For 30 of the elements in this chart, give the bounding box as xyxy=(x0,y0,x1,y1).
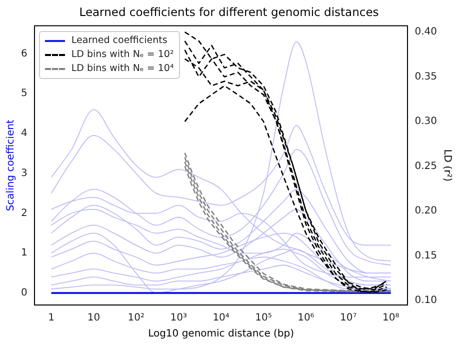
legend-label: LD bins with Nₑ = 10² xyxy=(71,49,174,60)
y2-axis-title: LD (r²) xyxy=(441,149,452,182)
y-tick-label: 3 xyxy=(20,168,28,179)
legend-label: LD bins with Nₑ = 10⁴ xyxy=(71,63,174,74)
y2-tick-label: 0.15 xyxy=(414,250,437,262)
y2-tick-label: 0.40 xyxy=(414,26,437,38)
x-tick-label: 10⁴ xyxy=(212,312,230,324)
y-tick-label: 2 xyxy=(20,208,28,219)
x-tick-label: 10³ xyxy=(170,312,187,324)
y-tick-label: 5 xyxy=(20,88,28,100)
x-tick-label: 10² xyxy=(128,312,145,324)
x-axis-title: Log10 genomic distance (bp) xyxy=(148,328,294,340)
y2-tick-label: 0.25 xyxy=(414,160,437,172)
y2-tick-label: 0.20 xyxy=(414,206,437,217)
y2-tick-label: 0.10 xyxy=(414,295,437,306)
x-tick-label: 10⁸ xyxy=(382,312,400,324)
chart-title: Learned coefficients for different genomic distances xyxy=(79,4,379,19)
y-tick-label: 1 xyxy=(20,248,28,259)
x-tick-label: 10 xyxy=(87,312,100,324)
legend-label: Learned coefficients xyxy=(71,35,168,46)
y2-tick-label: 0.30 xyxy=(414,116,437,128)
x-tick-label: 10⁵ xyxy=(255,312,272,324)
x-tick-label: 10⁷ xyxy=(340,312,357,324)
y-tick-label: 4 xyxy=(20,128,28,140)
y-axis-title: Scaling coefficient xyxy=(6,120,17,212)
y2-tick-label: 0.35 xyxy=(414,71,437,82)
y-tick-label: 0 xyxy=(20,288,28,299)
y-tick-label: 6 xyxy=(20,48,28,60)
x-tick-label: 1 xyxy=(48,312,54,324)
x-tick-label: 10⁶ xyxy=(298,312,314,324)
